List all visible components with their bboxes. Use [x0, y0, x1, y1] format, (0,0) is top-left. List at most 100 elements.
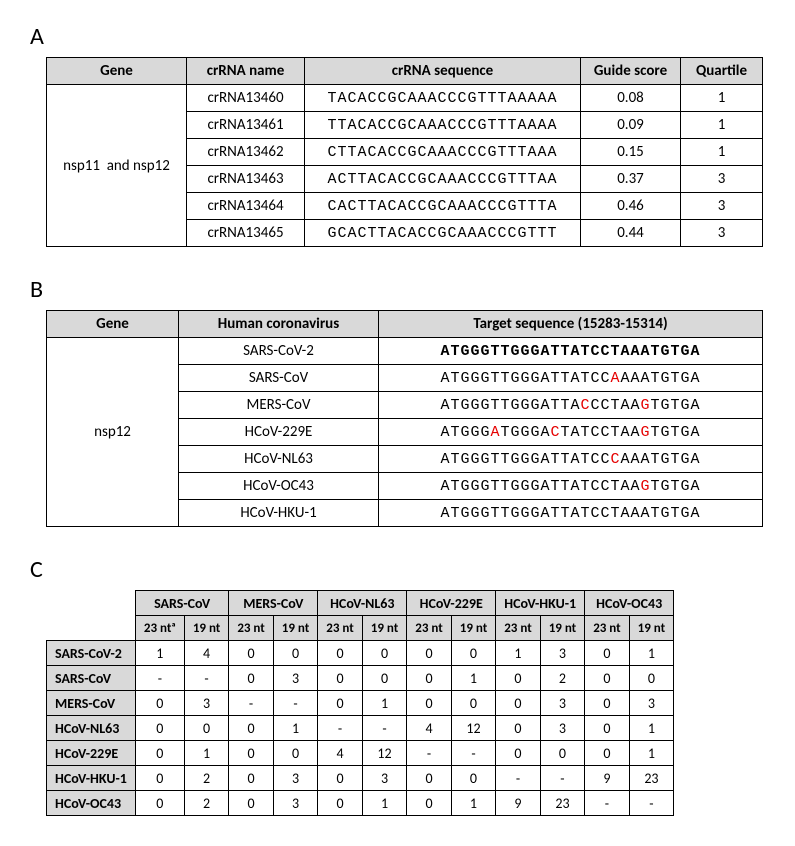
table-b-col-gene: Gene	[47, 311, 179, 338]
table-c-corner	[47, 591, 136, 641]
table-c-cell: 3	[273, 791, 317, 816]
table-c-cell: 1	[273, 716, 317, 741]
table-c-cell: 0	[451, 691, 495, 716]
table-b-col-virus: Human coronavirus	[179, 311, 379, 338]
table-c-cell: 0	[496, 741, 540, 766]
table-a-crrna-seq: GCACTTACACCGCAAACCCGTTT	[305, 220, 581, 247]
table-c-cell: 0	[451, 641, 495, 666]
table-c-cell: 0	[362, 666, 406, 691]
table-a-col-name: crRNA name	[187, 58, 305, 85]
table-c-cell: 1	[135, 641, 184, 666]
table-c-cell: -	[229, 691, 273, 716]
table-c-cell: -	[407, 741, 451, 766]
table-c-row-head: HCoV-OC43	[47, 791, 136, 816]
table-c-cell: 0	[629, 666, 673, 691]
table-c-row-head: SARS-CoV	[47, 666, 136, 691]
table-a-col-seq: crRNA sequence	[305, 58, 581, 85]
table-a-quartile: 1	[681, 112, 763, 139]
table-c-cell: 0	[318, 691, 362, 716]
table-c-col-group: MERS-CoV	[229, 591, 318, 616]
table-c-cell: 4	[407, 716, 451, 741]
table-a-guide-score: 0.08	[581, 85, 681, 112]
table-a-guide-score: 0.37	[581, 166, 681, 193]
table-c-cell: 0	[318, 666, 362, 691]
table-c-cell: 0	[496, 691, 540, 716]
table-c-sub-col: 19 nt	[540, 616, 584, 641]
table-c-cell: 1	[451, 791, 495, 816]
table-c-cell: 3	[362, 766, 406, 791]
table-a-crrna-name: crRNA13461	[187, 112, 305, 139]
table-b-virus: MERS-CoV	[179, 392, 379, 419]
table-c-cell: 3	[540, 691, 584, 716]
table-c-cell: 0	[407, 791, 451, 816]
table-c-col-group: HCoV-OC43	[585, 591, 674, 616]
table-a-col-quart: Quartile	[681, 58, 763, 85]
table-c-cell: 0	[585, 741, 629, 766]
table-a-crrna-name: crRNA13460	[187, 85, 305, 112]
table-b-target-seq: ATGGGTTGGGATTATCCTAAATGTGA	[379, 500, 763, 527]
table-c-cell: -	[362, 716, 406, 741]
table-c-cell: 0	[229, 716, 273, 741]
table-c-sub-col: 19 nt	[629, 616, 673, 641]
table-b-gene-cell: nsp12	[47, 338, 179, 527]
table-b-virus: HCoV-NL63	[179, 446, 379, 473]
table-c-cell: 0	[229, 791, 273, 816]
table-a-guide-score: 0.15	[581, 139, 681, 166]
table-c-cell: 9	[585, 766, 629, 791]
table-c-cell: 0	[318, 641, 362, 666]
table-a-crrna-name: crRNA13464	[187, 193, 305, 220]
panel-a-label: A	[30, 22, 767, 51]
table-c-cell: 12	[451, 716, 495, 741]
table-c-cell: 3	[629, 691, 673, 716]
table-b-target-seq: ATGGGTTGGGATTATCCCAAATGTGA	[379, 446, 763, 473]
table-c-cell: 0	[407, 766, 451, 791]
table-c-cell: 0	[273, 641, 317, 666]
table-b-target-seq: ATGGGATGGGACTATCCTAAGTGTGA	[379, 419, 763, 446]
table-c-sub-col: 23 nt	[229, 616, 273, 641]
table-a-guide-score: 0.44	[581, 220, 681, 247]
table-b-virus: SARS-CoV-2	[179, 338, 379, 365]
table-c-sub-col: 19 nt	[451, 616, 495, 641]
table-c-col-group: HCoV-HKU-1	[496, 591, 585, 616]
table-c-cell: 3	[540, 716, 584, 741]
table-b-virus: SARS-CoV	[179, 365, 379, 392]
table-c-col-group: SARS-CoV	[135, 591, 228, 616]
table-c-cell: 9	[496, 791, 540, 816]
table-b-target-seq: ATGGGTTGGGATTATCCTAAATGTGA	[379, 338, 763, 365]
table-c-cell: -	[496, 766, 540, 791]
table-c-cell: -	[135, 666, 184, 691]
table-c-cell: 0	[273, 741, 317, 766]
panel-c-label: C	[30, 555, 767, 584]
table-a-quartile: 3	[681, 220, 763, 247]
table-c-cell: 1	[629, 741, 673, 766]
table-c-cell: 2	[184, 791, 228, 816]
table-c-sub-col: 23 nt	[496, 616, 540, 641]
table-a-crrna-seq: CACTTACACCGCAAACCCGTTTA	[305, 193, 581, 220]
table-c-cell: -	[629, 791, 673, 816]
table-c-row-head: HCoV-HKU-1	[47, 766, 136, 791]
table-b-target-seq: ATGGGTTGGGATTACCCTAAGTGTGA	[379, 392, 763, 419]
table-c: SARS-CoVMERS-CoVHCoV-NL63HCoV-229EHCoV-H…	[46, 590, 674, 816]
table-b-target-seq: ATGGGTTGGGATTATCCAAAATGTGA	[379, 365, 763, 392]
table-c-cell: 4	[318, 741, 362, 766]
table-c-cell: 0	[496, 666, 540, 691]
table-c-cell: 1	[362, 691, 406, 716]
table-c-cell: 0	[540, 741, 584, 766]
table-c-sub-col: 19 nt	[362, 616, 406, 641]
table-c-cell: -	[273, 691, 317, 716]
table-a-crrna-seq: CTTACACCGCAAACCCGTTTAAA	[305, 139, 581, 166]
table-a-quartile: 1	[681, 85, 763, 112]
table-c-sub-col: 23 nt	[318, 616, 362, 641]
table-c-cell: 0	[407, 666, 451, 691]
table-c-row-head: MERS-CoV	[47, 691, 136, 716]
table-a-quartile: 1	[681, 139, 763, 166]
table-c-cell: 0	[318, 766, 362, 791]
table-c-cell: -	[318, 716, 362, 741]
table-c-cell: 1	[362, 791, 406, 816]
table-c-cell: 0	[407, 641, 451, 666]
table-c-cell: 0	[229, 741, 273, 766]
table-c-cell: 0	[451, 766, 495, 791]
table-c-sub-col: 23 ntᵃ	[135, 616, 184, 641]
table-c-row-head: SARS-CoV-2	[47, 641, 136, 666]
table-a-crrna-name: crRNA13463	[187, 166, 305, 193]
